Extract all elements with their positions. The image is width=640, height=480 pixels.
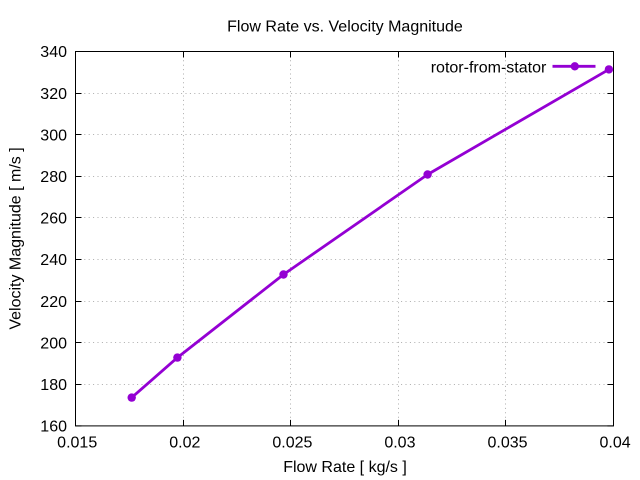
svg-text:0.04: 0.04 bbox=[600, 435, 631, 452]
svg-text:320: 320 bbox=[40, 86, 67, 103]
svg-text:Velocity Magnitude [ m/s ]: Velocity Magnitude [ m/s ] bbox=[8, 147, 25, 329]
svg-text:340: 340 bbox=[40, 44, 67, 61]
svg-text:200: 200 bbox=[40, 335, 67, 352]
svg-text:280: 280 bbox=[40, 169, 67, 186]
svg-text:Flow Rate vs. Velocity Magnitu: Flow Rate vs. Velocity Magnitude bbox=[227, 18, 463, 35]
svg-text:220: 220 bbox=[40, 294, 67, 311]
svg-text:0.015: 0.015 bbox=[57, 435, 97, 452]
svg-text:0.035: 0.035 bbox=[487, 435, 527, 452]
svg-text:260: 260 bbox=[40, 211, 67, 228]
svg-text:240: 240 bbox=[40, 252, 67, 269]
svg-text:160: 160 bbox=[40, 419, 67, 436]
svg-text:Flow Rate [ kg/s ]: Flow Rate [ kg/s ] bbox=[283, 459, 407, 476]
svg-text:0.02: 0.02 bbox=[169, 435, 200, 452]
svg-text:rotor-from-stator: rotor-from-stator bbox=[431, 59, 547, 76]
svg-text:180: 180 bbox=[40, 377, 67, 394]
svg-text:0.025: 0.025 bbox=[272, 435, 312, 452]
svg-text:0.03: 0.03 bbox=[384, 435, 415, 452]
svg-text:300: 300 bbox=[40, 127, 67, 144]
